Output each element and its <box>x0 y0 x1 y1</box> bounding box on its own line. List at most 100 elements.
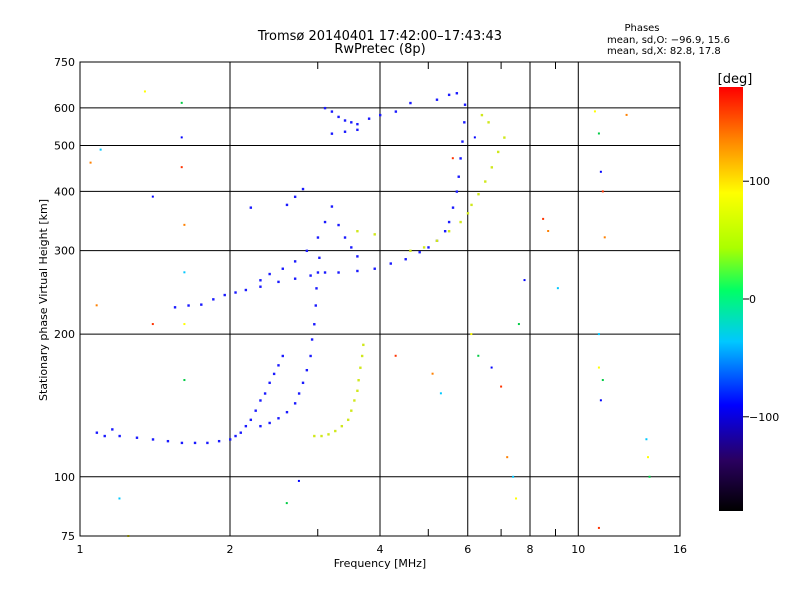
y-tick-label: 600 <box>54 102 75 115</box>
point-o-mode <box>244 288 248 292</box>
noise-point <box>597 132 600 135</box>
x-tick-label: 10 <box>571 543 585 556</box>
noise-point <box>603 236 606 239</box>
point-x-mode <box>490 166 494 169</box>
point-x-mode <box>350 409 353 412</box>
colorbar-tick-label: 100 <box>749 175 770 188</box>
noise-point <box>542 217 545 220</box>
point-o-mode <box>268 381 271 385</box>
point-o-mode <box>356 269 359 273</box>
point-o-mode <box>135 436 139 439</box>
noise-point <box>180 166 183 169</box>
point-o-mode <box>315 287 318 290</box>
point-x-mode <box>373 233 376 236</box>
point-o-mode <box>343 236 347 239</box>
colorbar <box>719 87 743 511</box>
y-tick-label: 400 <box>54 185 75 198</box>
point-o-mode <box>111 428 114 431</box>
grid-layer <box>80 62 680 536</box>
point-x-mode <box>357 379 360 382</box>
point-o-mode <box>418 251 421 254</box>
point-o-mode <box>305 249 309 253</box>
point-x-mode <box>360 354 364 358</box>
point-o-mode <box>323 106 327 110</box>
point-x-mode <box>334 429 337 433</box>
noise-point <box>648 475 651 478</box>
y-tick-label: 300 <box>54 245 75 258</box>
point-o-mode <box>281 267 284 270</box>
point-o-mode <box>463 121 466 124</box>
noise-point <box>597 526 600 529</box>
point-o-mode <box>394 110 398 113</box>
noise-point <box>500 385 503 388</box>
noise-point <box>95 304 98 307</box>
point-o-mode <box>268 421 271 425</box>
point-o-mode <box>293 277 297 280</box>
noise-point <box>394 354 397 357</box>
point-o-mode <box>293 260 297 263</box>
point-x-mode <box>362 343 365 347</box>
point-x-mode <box>503 136 506 139</box>
y-axis-label: Stationary phase Virtual Height [km] <box>37 199 50 401</box>
point-o-mode <box>447 220 451 224</box>
point-x-mode <box>484 180 487 183</box>
point-o-mode <box>272 372 276 376</box>
noise-point <box>285 502 288 505</box>
point-o-mode <box>206 441 209 445</box>
point-o-mode <box>350 246 353 249</box>
point-o-mode <box>118 434 121 438</box>
noise-point <box>451 157 454 160</box>
point-x-mode <box>409 249 412 253</box>
point-x-mode <box>313 434 316 438</box>
point-o-mode <box>229 438 232 441</box>
colorbar-label: [deg] <box>718 72 753 87</box>
point-o-mode <box>305 368 309 372</box>
point-o-mode <box>293 402 297 405</box>
point-o-mode <box>249 206 253 209</box>
point-o-mode <box>318 256 321 260</box>
point-o-mode <box>367 117 371 120</box>
y-tick-label: 500 <box>54 139 75 152</box>
noise-point <box>601 190 604 193</box>
data-points <box>89 90 651 537</box>
point-x-mode <box>459 220 462 224</box>
point-x-mode <box>353 399 356 402</box>
point-o-mode <box>330 132 334 135</box>
x-tick-label: 8 <box>527 543 534 556</box>
point-o-mode <box>151 438 155 441</box>
x-tick-label: 2 <box>227 543 234 556</box>
point-o-mode <box>343 130 347 133</box>
point-x-mode <box>496 150 500 154</box>
point-o-mode <box>427 246 430 249</box>
point-o-mode <box>297 392 301 395</box>
point-o-mode <box>249 418 253 422</box>
point-o-mode <box>263 392 267 395</box>
x-tick-label: 1 <box>77 543 84 556</box>
noise-point <box>143 90 146 93</box>
point-o-mode <box>259 399 262 402</box>
noise-point <box>556 287 559 290</box>
point-o-mode <box>330 205 334 208</box>
colorbar-ticks: 100 0 −100 <box>743 175 779 424</box>
point-o-mode <box>323 271 327 274</box>
point-o-mode <box>409 101 412 105</box>
point-o-mode <box>173 306 177 309</box>
point-x-mode <box>447 230 451 233</box>
y-tick-label: 200 <box>54 328 75 341</box>
noise-point <box>597 333 600 336</box>
y-tick-label: 75 <box>61 530 75 543</box>
point-o-mode <box>166 439 170 443</box>
point-x-mode <box>320 434 323 438</box>
point-o-mode <box>193 441 197 445</box>
noise-point <box>593 110 596 113</box>
x-tick-label: 6 <box>464 543 471 556</box>
noise-point <box>151 195 154 198</box>
noise-point <box>512 475 515 478</box>
point-o-mode <box>285 410 289 414</box>
point-o-mode <box>212 298 215 301</box>
point-o-mode <box>293 195 297 199</box>
noise-point <box>477 354 480 357</box>
y-tick-label: 750 <box>54 56 75 69</box>
point-o-mode <box>200 303 203 306</box>
